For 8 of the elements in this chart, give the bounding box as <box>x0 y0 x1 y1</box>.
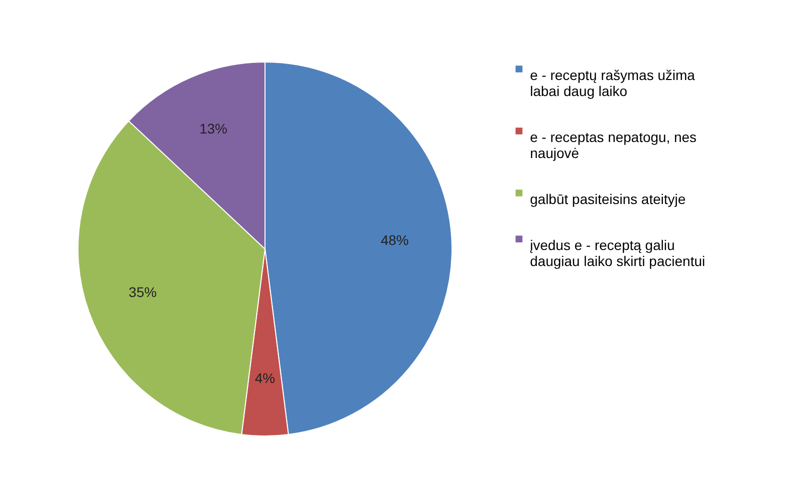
legend-label: galbūt pasiteisins ateityje <box>530 191 686 207</box>
legend-label: įvedus e - receptą galiu daugiau laiko skirti pacientui <box>530 237 706 269</box>
legend-label: e - receptas nepatogu, nes naujovė <box>530 129 697 161</box>
data-label: 13% <box>199 120 228 137</box>
data-label: 4% <box>254 370 276 386</box>
data-label: 35% <box>128 284 157 300</box>
data-label: 48% <box>380 232 409 248</box>
legend-label: e - receptų rašymas užima labai daug laiko <box>530 67 696 99</box>
